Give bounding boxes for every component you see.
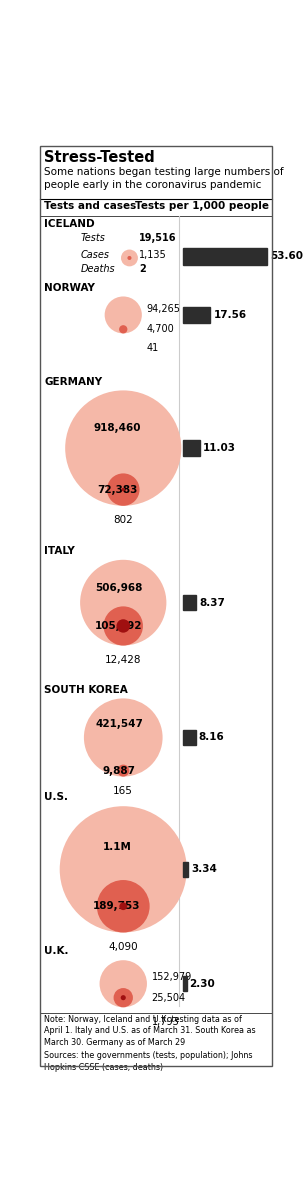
Text: Tests and cases: Tests and cases	[44, 200, 136, 211]
Bar	[183, 730, 196, 745]
Text: U.K.: U.K.	[44, 947, 69, 956]
Text: 53.60: 53.60	[270, 252, 303, 262]
Text: ICELAND: ICELAND	[44, 220, 95, 229]
Text: 421,547: 421,547	[95, 719, 143, 728]
Bar	[183, 595, 196, 611]
Text: 41: 41	[147, 343, 159, 353]
Text: Tests: Tests	[81, 233, 105, 244]
Text: 105,792: 105,792	[95, 620, 143, 631]
Text: 3.34: 3.34	[191, 864, 217, 875]
Text: 1.1M: 1.1M	[102, 842, 131, 852]
Text: 94,265: 94,265	[147, 305, 181, 314]
Text: NORWAY: NORWAY	[44, 282, 95, 293]
Bar	[183, 976, 187, 991]
Circle shape	[119, 902, 127, 910]
Text: 152,979: 152,979	[152, 972, 192, 982]
Circle shape	[80, 559, 166, 646]
Text: ITALY: ITALY	[44, 546, 75, 556]
Text: 4,700: 4,700	[147, 324, 174, 335]
Text: Some nations began testing large numbers of
people early in the coronavirus pand: Some nations began testing large numbers…	[44, 167, 284, 191]
Circle shape	[121, 250, 138, 266]
Text: 189,753: 189,753	[93, 901, 141, 911]
Text: 2.30: 2.30	[190, 979, 215, 989]
Text: 2: 2	[139, 264, 146, 274]
Text: 1,135: 1,135	[139, 251, 167, 260]
Circle shape	[84, 698, 163, 776]
Text: 19,516: 19,516	[139, 233, 176, 244]
Bar	[183, 248, 267, 265]
Text: U.S.: U.S.	[44, 792, 68, 803]
Text: 506,968: 506,968	[95, 583, 143, 593]
Text: 8.16: 8.16	[199, 732, 225, 743]
Text: 918,460: 918,460	[94, 422, 141, 433]
Text: 11.03: 11.03	[203, 443, 236, 454]
Text: 8.37: 8.37	[199, 598, 225, 607]
Circle shape	[99, 960, 147, 1007]
Text: 165: 165	[113, 786, 133, 796]
Circle shape	[117, 764, 129, 776]
Circle shape	[65, 390, 181, 505]
Circle shape	[122, 488, 125, 491]
Circle shape	[116, 619, 130, 632]
Bar	[183, 440, 200, 456]
Text: Tests per 1,000 people: Tests per 1,000 people	[135, 200, 269, 211]
Text: Note: Norway, Iceland and U.K. testing data as of
April 1. Italy and U.S. as of : Note: Norway, Iceland and U.K. testing d…	[44, 1015, 256, 1046]
Circle shape	[123, 770, 124, 772]
Text: Cases: Cases	[81, 251, 110, 260]
Text: 802: 802	[113, 515, 133, 526]
Circle shape	[114, 988, 133, 1007]
Text: GERMANY: GERMANY	[44, 377, 102, 386]
Text: 25,504: 25,504	[152, 992, 186, 1003]
Text: 72,383: 72,383	[97, 485, 138, 494]
Circle shape	[104, 606, 143, 646]
Circle shape	[107, 473, 140, 505]
Circle shape	[127, 256, 132, 260]
Text: 4,090: 4,090	[109, 942, 138, 952]
Bar	[183, 307, 210, 323]
Circle shape	[119, 325, 127, 334]
Bar	[183, 862, 188, 877]
Text: Deaths: Deaths	[81, 264, 115, 274]
Circle shape	[121, 995, 126, 1001]
Circle shape	[105, 296, 142, 334]
Text: Stress-Tested: Stress-Tested	[44, 150, 155, 166]
Circle shape	[97, 880, 150, 932]
Text: 9,887: 9,887	[103, 766, 136, 775]
Text: SOUTH KOREA: SOUTH KOREA	[44, 684, 128, 695]
Circle shape	[60, 806, 187, 932]
Text: 17.56: 17.56	[213, 310, 247, 320]
Text: 12,428: 12,428	[105, 655, 141, 665]
Text: Sources: the governments (tests, population); Johns
Hopkins CSSE (cases, deaths): Sources: the governments (tests, populat…	[44, 1051, 253, 1072]
Text: 1,793: 1,793	[152, 1016, 179, 1026]
